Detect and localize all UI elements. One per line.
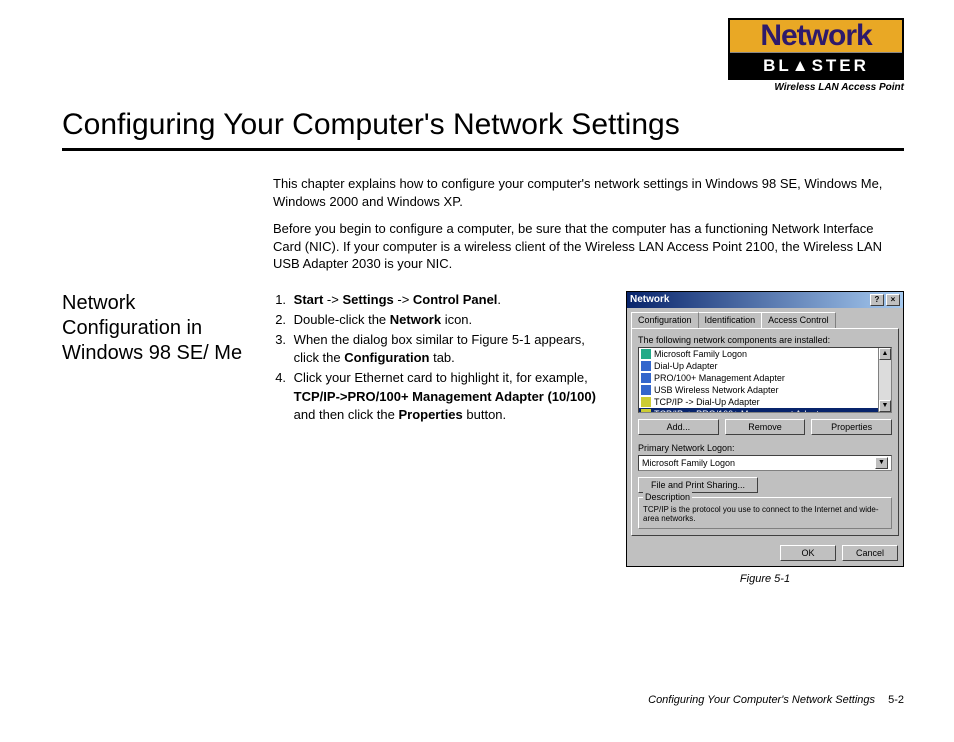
step4-mid: and then click the [294,407,399,422]
list-item[interactable]: USB Wireless Network Adapter [639,384,891,396]
figure-caption: Figure 5-1 [626,573,904,585]
chevron-down-icon[interactable]: ▼ [875,457,888,469]
adapter-icon [641,373,651,383]
content-row: Network Configuration in Windows 98 SE/ … [62,291,904,585]
components-label: The following network components are ins… [638,335,892,345]
step2-post: icon. [441,312,472,327]
step3-config: Configuration [344,350,429,365]
protocol-icon [641,397,651,407]
list-item-label: PRO/100+ Management Adapter [654,373,785,383]
cancel-button[interactable]: Cancel [842,545,898,561]
footer-page-num: 5-2 [888,694,904,706]
list-item-label: Dial-Up Adapter [654,361,718,371]
list-item[interactable]: Microsoft Family Logon [639,348,891,360]
logo-triangle-icon: ▲ [792,56,812,76]
dialog-footer-buttons: OK Cancel [627,540,903,566]
section-heading: Network Configuration in Windows 98 SE/ … [62,291,250,585]
page-footer: Configuring Your Computer's Network Sett… [648,694,904,706]
close-button[interactable]: × [886,294,900,306]
file-print-sharing-button[interactable]: File and Print Sharing... [638,477,758,493]
step2-pre: Double-click the [294,312,390,327]
step-4: Click your Ethernet card to highlight it… [290,369,608,424]
description-label: Description [643,492,692,502]
logo-bottom-post: STER [812,56,869,76]
steps-column: Start -> Settings -> Control Panel. Doub… [268,291,608,585]
remove-button[interactable]: Remove [725,419,806,435]
scroll-up-button[interactable]: ▲ [879,348,891,360]
dialog-titlebar: Network ? × [627,292,903,308]
client-icon [641,349,651,359]
list-item-label: TCP/IP -> PRO/100+ Management Adapter [654,409,827,413]
component-buttons: Add... Remove Properties [638,419,892,435]
list-item-selected[interactable]: TCP/IP -> PRO/100+ Management Adapter [639,408,891,413]
logo-subtitle: Wireless LAN Access Point [728,82,904,93]
step1-cp: Control Panel [413,292,498,307]
step2-network: Network [390,312,441,327]
footer-text: Configuring Your Computer's Network Sett… [648,694,875,706]
step4-post: button. [463,407,506,422]
tab-access-control[interactable]: Access Control [761,312,836,328]
brand-logo: Network BL▲STER Wireless LAN Access Poin… [728,18,904,93]
tab-identification[interactable]: Identification [698,312,763,328]
adapter-icon [641,361,651,371]
network-dialog: Network ? × Configuration Identification… [626,291,904,567]
step4-adapter: TCP/IP->PRO/100+ Management Adapter (10/… [294,389,596,404]
list-item[interactable]: TCP/IP -> Dial-Up Adapter [639,396,891,408]
step1-post: . [497,292,501,307]
intro-p2: Before you begin to configure a computer… [273,220,904,273]
components-listbox[interactable]: Microsoft Family Logon Dial-Up Adapter P… [638,347,892,413]
logo-box: Network BL▲STER [728,18,904,80]
listbox-scrollbar[interactable]: ▲ ▼ [878,348,891,412]
step3-post: tab. [429,350,454,365]
description-text: TCP/IP is the protocol you use to connec… [643,505,887,524]
list-item[interactable]: Dial-Up Adapter [639,360,891,372]
list-item-label: TCP/IP -> Dial-Up Adapter [654,397,760,407]
list-item[interactable]: PRO/100+ Management Adapter [639,372,891,384]
intro-p1: This chapter explains how to configure y… [273,175,904,210]
tab-configuration[interactable]: Configuration [631,312,699,328]
logon-combo[interactable]: Microsoft Family Logon ▼ [638,455,892,471]
description-group: Description TCP/IP is the protocol you u… [638,497,892,529]
logo-bottom-pre: BL [763,56,792,76]
step-1: Start -> Settings -> Control Panel. [290,291,608,309]
step1-arrow2: -> [394,292,413,307]
step1-settings: Settings [342,292,393,307]
list-item-label: Microsoft Family Logon [654,349,747,359]
logo-bottom-text: BL▲STER [730,52,902,78]
intro-block: This chapter explains how to configure y… [273,175,904,273]
dialog-tabs: Configuration Identification Access Cont… [627,308,903,328]
step4-pre: Click your Ethernet card to highlight it… [294,370,588,385]
steps-list: Start -> Settings -> Control Panel. Doub… [268,291,608,424]
logo-top-text: Network [730,20,902,52]
logon-value: Microsoft Family Logon [642,458,735,468]
figure-column: Network ? × Configuration Identification… [626,291,904,585]
step1-start: Start [294,292,324,307]
add-button[interactable]: Add... [638,419,719,435]
adapter-icon [641,385,651,395]
list-item-label: USB Wireless Network Adapter [654,385,779,395]
scroll-down-button[interactable]: ▼ [879,400,891,412]
step4-props: Properties [398,407,462,422]
step1-arrow1: -> [323,292,342,307]
page-title: Configuring Your Computer's Network Sett… [62,108,904,151]
step-2: Double-click the Network icon. [290,311,608,329]
protocol-icon [641,409,651,413]
step-3: When the dialog box similar to Figure 5-… [290,331,608,367]
properties-button[interactable]: Properties [811,419,892,435]
help-button[interactable]: ? [870,294,884,306]
dialog-title: Network [630,294,669,305]
ok-button[interactable]: OK [780,545,836,561]
logon-label: Primary Network Logon: [638,443,892,453]
tab-body: The following network components are ins… [631,328,899,536]
